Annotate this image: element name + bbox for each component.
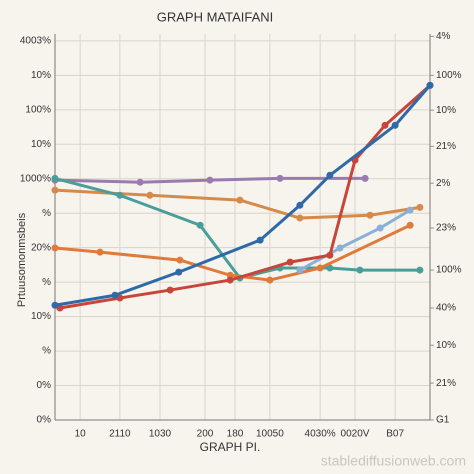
- y2-tick-label: 10%: [436, 105, 456, 116]
- data-point: [406, 221, 414, 229]
- y-tick-label: 1000%: [20, 173, 51, 184]
- data-point: [96, 248, 104, 256]
- y-tick-label: 4003%: [20, 36, 51, 47]
- x-tick-label: 1030: [149, 429, 172, 440]
- data-point: [276, 174, 284, 182]
- y-tick-label: 10%: [31, 311, 51, 322]
- data-point: [266, 276, 274, 284]
- y-tick-label: 0%: [37, 415, 52, 426]
- data-point: [226, 271, 234, 279]
- y2-tick-label: 100%: [436, 265, 462, 276]
- data-point: [116, 191, 124, 199]
- series-line: [53, 188, 422, 220]
- data-point: [256, 236, 264, 244]
- y-tick-label: 20%: [31, 242, 51, 253]
- y2-tick-label: 100%: [436, 70, 462, 81]
- y-tick-label: %: [42, 277, 51, 288]
- x-tick-label: 200: [197, 429, 214, 440]
- x-tick-label: 4030%: [305, 429, 336, 440]
- data-point: [356, 266, 364, 274]
- data-point: [416, 203, 424, 211]
- data-point: [196, 221, 204, 229]
- data-point: [236, 196, 244, 204]
- data-point: [51, 186, 59, 194]
- x-axis-label: GRAPH PI.: [200, 440, 261, 454]
- x-tick-label: 10: [75, 429, 87, 440]
- y2-tick-label: 10%: [436, 340, 456, 351]
- x-tick-label: 0020V: [341, 429, 370, 440]
- data-point: [175, 268, 183, 276]
- data-point: [416, 266, 424, 274]
- data-point: [406, 206, 414, 214]
- data-point: [366, 211, 374, 219]
- data-point: [326, 171, 334, 179]
- data-point: [206, 176, 214, 184]
- data-point: [286, 258, 294, 266]
- y2-tick-label: 23%: [436, 223, 456, 234]
- data-point: [361, 174, 369, 182]
- data-point: [391, 121, 399, 129]
- data-point: [296, 214, 304, 222]
- data-point: [296, 201, 304, 209]
- data-point: [381, 121, 389, 129]
- series-line: [298, 208, 412, 272]
- data-point: [376, 224, 384, 232]
- y2-tick-label: G1: [436, 415, 450, 426]
- y-tick-label: 100%: [25, 104, 51, 115]
- chart-title: GRAPH MATAIFANI: [157, 9, 274, 24]
- y2-tick-label: 4%: [436, 31, 451, 42]
- data-point: [296, 266, 304, 274]
- data-point: [136, 178, 144, 186]
- x-tick-label: 10050: [256, 429, 284, 440]
- data-point: [226, 276, 234, 284]
- series-line: [53, 83, 432, 307]
- y-tick-label: 0%: [37, 380, 52, 391]
- data-point: [326, 264, 334, 272]
- data-point: [51, 301, 59, 309]
- y-axis-label: Prtuusomonmsbeis: [16, 212, 28, 307]
- data-point: [316, 264, 324, 272]
- y2-tick-label: 21%: [436, 141, 456, 152]
- y2-tick-label: 2%: [436, 178, 451, 189]
- y2-tick-label: 21%: [436, 378, 456, 389]
- data-point: [146, 191, 154, 199]
- series-line: [53, 176, 422, 280]
- data-point: [326, 251, 334, 259]
- y-tick-label: 10%: [31, 139, 51, 150]
- data-point: [166, 286, 174, 294]
- data-point: [426, 81, 434, 89]
- data-point: [176, 256, 184, 264]
- y-tick-label: 10%: [31, 70, 51, 81]
- data-point: [336, 244, 344, 252]
- y-tick-label: %: [42, 208, 51, 219]
- data-point: [51, 244, 59, 252]
- data-point: [51, 174, 59, 182]
- x-tick-label: B07: [386, 429, 404, 440]
- y-tick-label: %: [42, 346, 51, 357]
- x-tick-label: 180: [227, 429, 244, 440]
- data-point: [111, 291, 119, 299]
- watermark: stablediffusionweb.com: [321, 453, 466, 469]
- y2-tick-label: 40%: [436, 303, 456, 314]
- x-tick-label: 2110: [109, 429, 131, 440]
